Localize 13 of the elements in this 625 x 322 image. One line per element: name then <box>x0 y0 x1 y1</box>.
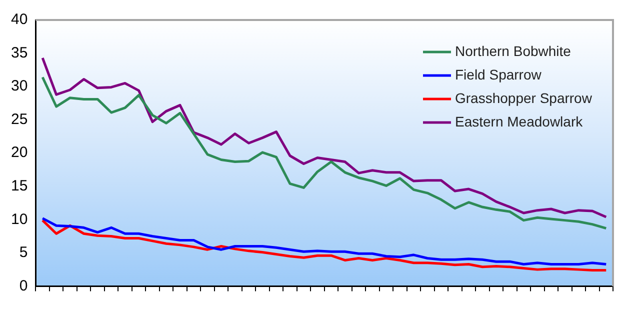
y-tick-label: 10 <box>10 210 28 228</box>
y-tick-label: 15 <box>10 178 28 195</box>
legend-label: Grasshopper Sparrow <box>455 90 593 106</box>
legend-label: Field Sparrow <box>455 66 542 82</box>
y-tick-label: 40 <box>10 11 28 28</box>
y-tick-label: 35 <box>10 44 28 62</box>
y-tick-label: 5 <box>19 244 28 262</box>
y-tick-label: 30 <box>10 78 28 95</box>
y-tick-label: 25 <box>10 110 28 128</box>
legend-label: Eastern Meadowlark <box>455 113 584 130</box>
legend-label: Northern Bobwhite <box>455 42 572 59</box>
y-tick-label: 0 <box>19 277 28 294</box>
y-tick-label: 20 <box>10 144 28 162</box>
